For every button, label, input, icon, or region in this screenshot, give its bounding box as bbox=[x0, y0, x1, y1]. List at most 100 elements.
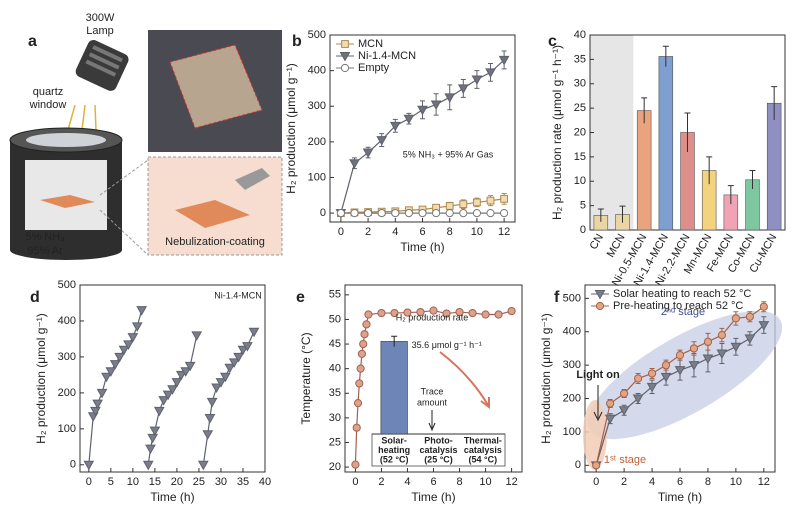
inset-category: heating bbox=[378, 445, 410, 455]
panel-label: b bbox=[292, 33, 302, 50]
marker bbox=[661, 361, 671, 370]
error-bar bbox=[391, 335, 398, 347]
error-bar bbox=[597, 208, 604, 222]
panel-label: d bbox=[30, 289, 40, 306]
annotation: amount bbox=[417, 397, 448, 407]
x-tick-label: 0 bbox=[593, 476, 599, 488]
marker bbox=[500, 208, 509, 218]
marker bbox=[233, 352, 244, 363]
marker bbox=[202, 430, 214, 440]
marker bbox=[703, 337, 713, 346]
legend-label: MCN bbox=[358, 38, 383, 50]
marker bbox=[445, 202, 454, 210]
x-tick-label: 2 bbox=[365, 226, 371, 238]
legend-label: Empty bbox=[358, 62, 390, 74]
marker bbox=[359, 339, 368, 349]
y-axis-title: H₂ production (μmol g⁻¹) bbox=[284, 63, 298, 194]
marker bbox=[459, 200, 468, 209]
y-tick-label: 500 bbox=[58, 279, 76, 291]
marker bbox=[353, 399, 363, 408]
marker bbox=[459, 208, 468, 218]
marker bbox=[204, 414, 216, 424]
marker bbox=[592, 461, 601, 470]
marker bbox=[472, 208, 482, 218]
marker bbox=[498, 55, 510, 66]
marker bbox=[442, 309, 451, 318]
marker bbox=[228, 358, 240, 368]
y-tick-label: 200 bbox=[563, 392, 581, 404]
bar bbox=[766, 102, 782, 231]
x-tick-label: 0 bbox=[352, 476, 358, 488]
marker bbox=[403, 114, 415, 125]
marker bbox=[494, 310, 503, 319]
y-axis-title: H₂ production (μmol g⁻¹) bbox=[34, 313, 48, 444]
error-bar bbox=[771, 86, 778, 120]
marker bbox=[349, 159, 360, 169]
y-tick-label: 300 bbox=[563, 359, 581, 371]
window-label: quartz bbox=[33, 86, 64, 98]
marker bbox=[674, 366, 686, 376]
marker bbox=[118, 345, 130, 356]
y-tick-label: 40 bbox=[329, 363, 341, 375]
marker bbox=[758, 321, 770, 331]
lamp bbox=[75, 40, 129, 91]
x-axis-title: Time (h) bbox=[150, 490, 194, 504]
marker bbox=[418, 208, 427, 218]
inset-category: Solar- bbox=[381, 435, 407, 445]
y-tick-label: 100 bbox=[308, 171, 326, 183]
marker bbox=[162, 390, 174, 401]
marker bbox=[350, 208, 359, 218]
legend-marker bbox=[340, 63, 350, 73]
callout bbox=[99, 159, 149, 256]
panel-a: a 300W Lamp quartz window 5% NH₃ 95% Ar … bbox=[9, 12, 283, 260]
marker bbox=[688, 361, 700, 371]
marker bbox=[403, 308, 412, 317]
x-axis-title: Time (h) bbox=[411, 490, 455, 504]
marker bbox=[486, 208, 495, 218]
marker bbox=[730, 342, 742, 353]
x-tick-label: 2 bbox=[621, 476, 627, 488]
inset-category: Photo- bbox=[424, 435, 453, 445]
series-line bbox=[147, 335, 198, 465]
marker bbox=[242, 342, 253, 352]
value-label: 35.6 μmol g⁻¹ h⁻¹ bbox=[412, 340, 482, 350]
x-tick-label: 20 bbox=[171, 476, 183, 488]
annotation: Trace bbox=[421, 386, 444, 396]
shaded-region bbox=[590, 35, 634, 230]
legend-marker bbox=[339, 52, 351, 62]
y-tick-label: 30 bbox=[574, 78, 586, 90]
marker bbox=[429, 306, 438, 315]
x-tick-label: 40 bbox=[259, 476, 271, 488]
inset-category: (52 °C) bbox=[380, 454, 409, 464]
error-bar bbox=[706, 156, 713, 185]
marker bbox=[430, 100, 442, 110]
marker bbox=[248, 327, 260, 338]
y-tick-label: 500 bbox=[563, 292, 581, 304]
panel-label: c bbox=[548, 33, 557, 50]
y-tick-label: 40 bbox=[574, 29, 586, 41]
x-tick-label: 10 bbox=[730, 476, 742, 488]
marker bbox=[486, 196, 495, 205]
y-tick-label: 55 bbox=[329, 289, 341, 301]
marker bbox=[646, 382, 658, 393]
marker bbox=[417, 105, 428, 116]
x-tick-label: 12 bbox=[505, 476, 517, 488]
marker bbox=[471, 75, 483, 86]
marker bbox=[702, 354, 714, 364]
y-tick-label: 0 bbox=[320, 207, 326, 219]
marker bbox=[391, 208, 400, 218]
x-tick-label: 25 bbox=[193, 476, 205, 488]
y-axis-title: H₂ production (μmol g⁻¹) bbox=[539, 313, 553, 444]
y-axis-title: Temperature (°C) bbox=[299, 332, 313, 424]
y-tick-label: 25 bbox=[574, 102, 586, 114]
marker bbox=[744, 334, 756, 344]
x-tick-label: 6 bbox=[430, 476, 436, 488]
marker bbox=[633, 374, 643, 383]
marker bbox=[136, 306, 148, 316]
arrow bbox=[593, 385, 603, 422]
y-tick-label: 200 bbox=[308, 136, 326, 148]
x-tick-label: 6 bbox=[677, 476, 683, 488]
y-tick-label: 50 bbox=[329, 313, 341, 325]
annotation: Ni-1.4-MCN bbox=[214, 290, 262, 300]
marker bbox=[717, 330, 727, 340]
